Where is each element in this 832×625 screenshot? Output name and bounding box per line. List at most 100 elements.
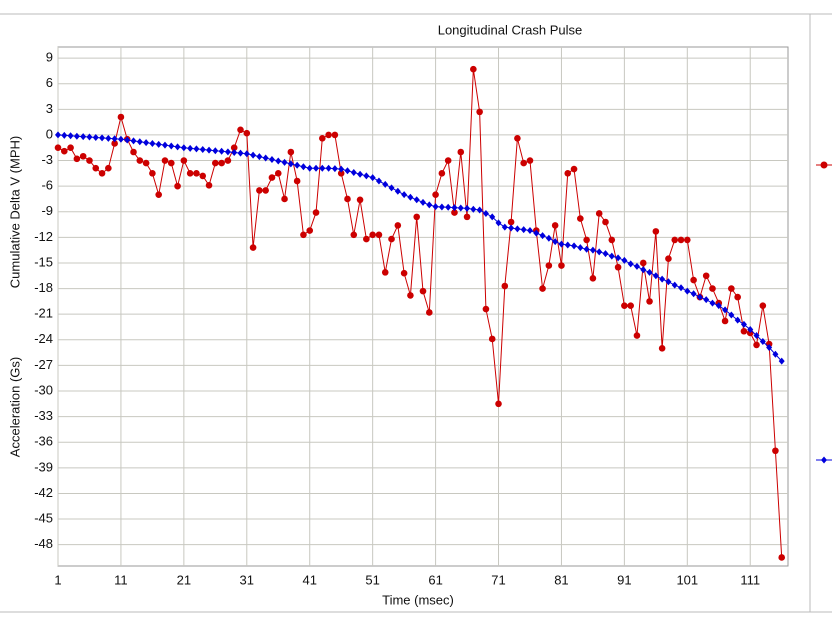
data-point	[338, 165, 345, 173]
y-tick-label: -6	[41, 178, 53, 193]
data-point	[363, 172, 370, 180]
data-point	[753, 341, 760, 349]
data-point	[300, 163, 307, 171]
data-point	[488, 335, 496, 343]
data-point	[312, 209, 320, 216]
data-point	[218, 159, 225, 167]
data-point	[426, 201, 433, 209]
data-point	[388, 184, 395, 192]
data-point	[608, 252, 615, 260]
data-point	[237, 149, 244, 157]
data-point	[646, 298, 653, 305]
x-tick-label: 51	[365, 572, 379, 587]
data-point	[224, 157, 232, 164]
data-point	[350, 231, 358, 239]
data-point	[193, 145, 200, 153]
data-point	[306, 227, 314, 234]
data-point	[545, 262, 553, 269]
data-point	[684, 236, 691, 244]
data-point	[180, 144, 187, 152]
data-point	[231, 149, 238, 157]
data-point	[445, 203, 452, 211]
data-point	[79, 152, 87, 160]
data-point	[369, 231, 376, 239]
y-axis-label: Cumulative Delta V (MPH)	[7, 136, 22, 288]
y-tick-label: -18	[34, 280, 53, 295]
data-point	[407, 292, 414, 299]
data-point	[124, 136, 131, 144]
data-point	[369, 174, 376, 182]
data-point	[627, 260, 634, 268]
data-point	[55, 131, 61, 139]
data-point	[589, 275, 597, 282]
data-point	[413, 196, 420, 204]
legend-marker	[821, 456, 827, 464]
data-point	[400, 269, 408, 277]
data-point	[558, 240, 565, 248]
data-point	[319, 164, 326, 172]
data-point	[174, 143, 181, 151]
x-tick-label: 101	[676, 572, 698, 587]
data-point	[117, 113, 125, 121]
data-point	[262, 154, 269, 162]
data-point	[60, 147, 68, 155]
x-tick-label: 81	[554, 572, 568, 587]
data-point	[187, 144, 194, 152]
data-point	[268, 174, 276, 181]
data-point	[734, 293, 741, 301]
data-point	[639, 259, 647, 267]
y-tick-label: -48	[34, 536, 53, 551]
data-point	[665, 255, 672, 262]
data-point	[130, 137, 137, 145]
data-point	[766, 343, 773, 351]
data-point	[357, 170, 364, 178]
x-tick-label: 31	[240, 572, 254, 587]
data-point	[671, 281, 678, 289]
data-point	[463, 213, 471, 221]
data-point	[564, 241, 571, 249]
data-point	[425, 309, 433, 316]
x-tick-label: 21	[177, 572, 191, 587]
data-point	[438, 170, 446, 177]
data-point	[677, 236, 685, 244]
data-point	[658, 345, 666, 352]
data-point	[388, 235, 395, 243]
data-point	[451, 204, 458, 212]
data-point	[375, 231, 383, 239]
data-point	[80, 133, 87, 141]
data-point	[98, 170, 106, 177]
data-point	[212, 159, 219, 167]
data-point	[495, 400, 502, 408]
data-point	[394, 222, 402, 229]
data-point	[633, 332, 641, 339]
y-tick-label: -36	[34, 434, 53, 449]
data-point	[281, 158, 288, 166]
y-tick-label: -3	[41, 152, 53, 167]
x-tick-label: 91	[617, 572, 631, 587]
data-point	[73, 132, 80, 140]
data-point	[136, 138, 143, 146]
data-point	[92, 164, 100, 172]
data-point	[476, 108, 483, 116]
data-point	[539, 285, 546, 292]
data-point	[86, 157, 93, 164]
data-point	[149, 139, 156, 147]
data-point	[678, 284, 685, 292]
data-point	[274, 170, 282, 177]
data-point	[709, 299, 716, 307]
data-point	[451, 209, 458, 216]
data-point	[237, 126, 244, 134]
data-point	[206, 146, 213, 154]
series-line	[57, 69, 783, 558]
data-point	[602, 250, 609, 258]
data-point	[633, 262, 640, 270]
data-point	[615, 254, 622, 262]
data-point	[117, 135, 124, 143]
data-point	[577, 215, 584, 222]
data-point	[552, 238, 559, 246]
plot-area	[57, 46, 789, 567]
x-tick-label: 41	[302, 572, 316, 587]
data-point	[331, 165, 338, 173]
data-point	[230, 144, 238, 152]
data-point	[482, 209, 489, 217]
